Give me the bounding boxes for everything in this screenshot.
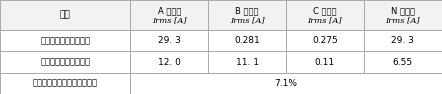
Bar [130,0,208,30]
Text: Irms [A]: Irms [A] [230,16,264,24]
Text: C 相电流: C 相电流 [313,6,337,15]
Text: 补偿后网测三相电流不平衡度: 补偿后网测三相电流不平衡度 [33,79,98,88]
Text: Irms [A]: Irms [A] [385,16,420,24]
Text: 类别: 类别 [60,11,71,20]
Bar [208,51,286,73]
Bar [130,73,442,94]
Bar [208,0,286,30]
Text: 29. 3: 29. 3 [391,36,414,45]
Text: 6.55: 6.55 [392,58,413,67]
Bar [130,30,208,51]
Text: 0.275: 0.275 [312,36,338,45]
Bar [130,51,208,73]
Bar [364,30,442,51]
Text: 0.11: 0.11 [315,58,335,67]
Text: A 相电流: A 相电流 [158,6,181,15]
Text: N 相电流: N 相电流 [391,6,415,15]
Text: 不平衡补偿后网测电流: 不平衡补偿后网测电流 [40,58,90,67]
Text: B 相电流: B 相电流 [235,6,259,15]
Text: 0.281: 0.281 [234,36,260,45]
Text: Irms [A]: Irms [A] [152,16,187,24]
Bar [364,51,442,73]
Bar [0,51,130,73]
Text: 29. 3: 29. 3 [158,36,181,45]
Text: Irms [A]: Irms [A] [308,16,342,24]
Bar [286,0,364,30]
Text: 7.1%: 7.1% [274,79,297,88]
Bar [0,0,130,30]
Bar [364,0,442,30]
Bar [0,73,130,94]
Text: 12. 0: 12. 0 [158,58,181,67]
Bar [0,30,130,51]
Bar [286,30,364,51]
Bar [286,51,364,73]
Text: 不平衡补偿前网测电流: 不平衡补偿前网测电流 [40,36,90,45]
Bar [208,30,286,51]
Text: 11. 1: 11. 1 [236,58,259,67]
